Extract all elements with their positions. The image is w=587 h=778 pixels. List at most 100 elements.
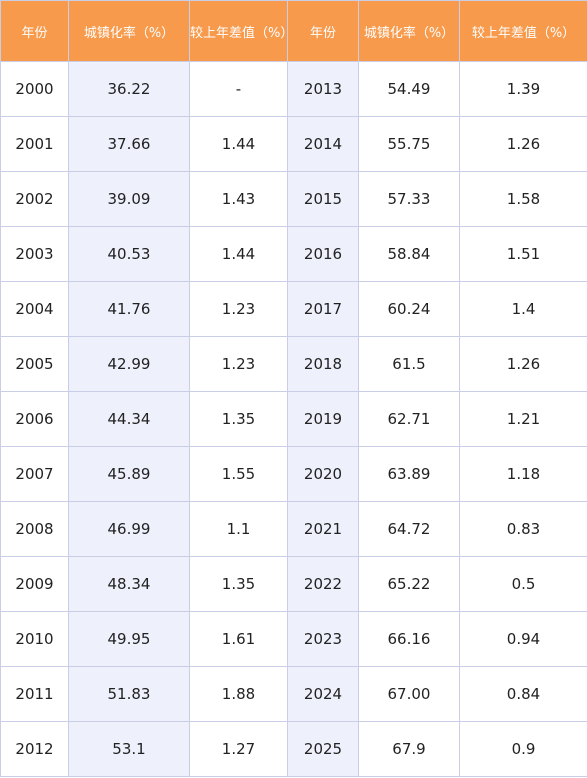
table-cell: 2015 <box>287 171 359 227</box>
table-cell: 2022 <box>287 556 359 612</box>
table-cell: 1.51 <box>459 226 587 282</box>
table-row: 2004 41.76 1.23 2017 60.24 1.4 <box>0 281 587 337</box>
table-row: 2001 37.66 1.44 2014 55.75 1.26 <box>0 116 587 172</box>
table-cell: 40.53 <box>68 226 190 282</box>
table-cell: - <box>189 61 288 117</box>
table-cell: 1.55 <box>189 446 288 502</box>
table-cell: 44.34 <box>68 391 190 447</box>
table-row: 2005 42.99 1.23 2018 61.5 1.26 <box>0 336 587 392</box>
table-cell: 1.88 <box>189 666 288 722</box>
header-cell: 较上年差值（%） <box>189 0 293 62</box>
table-cell: 2007 <box>0 446 69 502</box>
table-cell: 2023 <box>287 611 359 667</box>
table-cell: 1.44 <box>189 116 288 172</box>
table-cell: 42.99 <box>68 336 190 392</box>
table-cell: 1.58 <box>459 171 587 227</box>
table-cell: 2013 <box>287 61 359 117</box>
table-cell: 2025 <box>287 721 359 777</box>
table-cell: 1.23 <box>189 336 288 392</box>
table-cell: 2004 <box>0 281 69 337</box>
table-cell: 1.39 <box>459 61 587 117</box>
header-cell: 较上年差值（%） <box>459 0 587 62</box>
table-cell: 58.84 <box>358 226 460 282</box>
table-cell: 49.95 <box>68 611 190 667</box>
table-cell: 2024 <box>287 666 359 722</box>
table-cell: 2008 <box>0 501 69 557</box>
table-cell: 2000 <box>0 61 69 117</box>
table-cell: 1.18 <box>459 446 587 502</box>
table-cell: 2020 <box>287 446 359 502</box>
table-cell: 67.00 <box>358 666 460 722</box>
header-row: 年份 城镇化率（%） 较上年差值（%） 年份 城镇化率（%） 较上年差值（%） <box>0 0 587 62</box>
table-cell: 45.89 <box>68 446 190 502</box>
table-cell: 1.43 <box>189 171 288 227</box>
table-cell: 2003 <box>0 226 69 282</box>
table-row: 2009 48.34 1.35 2022 65.22 0.5 <box>0 556 587 612</box>
table-cell: 57.33 <box>358 171 460 227</box>
table-cell: 39.09 <box>68 171 190 227</box>
table-cell: 46.99 <box>68 501 190 557</box>
table-row: 2010 49.95 1.61 2023 66.16 0.94 <box>0 611 587 667</box>
table-cell: 2018 <box>287 336 359 392</box>
table-cell: 0.84 <box>459 666 587 722</box>
table-cell: 48.34 <box>68 556 190 612</box>
table-cell: 67.9 <box>358 721 460 777</box>
header-cell: 年份 <box>287 0 359 62</box>
table-cell: 2001 <box>0 116 69 172</box>
header-cell: 城镇化率（%） <box>68 0 190 62</box>
table-cell: 62.71 <box>358 391 460 447</box>
table-row: 2007 45.89 1.55 2020 63.89 1.18 <box>0 446 587 502</box>
header-cell: 城镇化率（%） <box>358 0 460 62</box>
table-cell: 1.23 <box>189 281 288 337</box>
table-cell: 54.49 <box>358 61 460 117</box>
table-cell: 1.35 <box>189 556 288 612</box>
table-cell: 1.35 <box>189 391 288 447</box>
table-row: 2006 44.34 1.35 2019 62.71 1.21 <box>0 391 587 447</box>
table-cell: 53.1 <box>68 721 190 777</box>
table-cell: 36.22 <box>68 61 190 117</box>
table-cell: 1.26 <box>459 336 587 392</box>
table-cell: 0.94 <box>459 611 587 667</box>
table-cell: 2005 <box>0 336 69 392</box>
table-cell: 0.5 <box>459 556 587 612</box>
table-cell: 2019 <box>287 391 359 447</box>
table-cell: 1.61 <box>189 611 288 667</box>
table-cell: 0.83 <box>459 501 587 557</box>
table-body: 2000 36.22-2013 54.49 1.39 2001 37.66 1.44 2014… <box>0 61 587 777</box>
table-cell: 60.24 <box>358 281 460 337</box>
table-cell: 65.22 <box>358 556 460 612</box>
table-cell: 2006 <box>0 391 69 447</box>
table-row: 2000 36.22-2013 54.49 1.39 <box>0 61 587 117</box>
table-cell: 2009 <box>0 556 69 612</box>
table-cell: 66.16 <box>358 611 460 667</box>
table-cell: 2014 <box>287 116 359 172</box>
table-cell: 2012 <box>0 721 69 777</box>
table-cell: 2017 <box>287 281 359 337</box>
table-row: 2012 53.1 1.27 2025 67.9 0.9 <box>0 721 587 777</box>
table-cell: 1.21 <box>459 391 587 447</box>
table-cell: 2010 <box>0 611 69 667</box>
table-cell: 55.75 <box>358 116 460 172</box>
table-cell: 1.4 <box>459 281 587 337</box>
table-cell: 2016 <box>287 226 359 282</box>
table-cell: 61.5 <box>358 336 460 392</box>
header-cell: 年份 <box>0 0 69 62</box>
table-cell: 37.66 <box>68 116 190 172</box>
table-cell: 1.44 <box>189 226 288 282</box>
table-row: 2002 39.09 1.43 2015 57.33 1.58 <box>0 171 587 227</box>
table-row: 2003 40.53 1.44 2016 58.84 1.51 <box>0 226 587 282</box>
table-cell: 2021 <box>287 501 359 557</box>
table-row: 2011 51.83 1.88 2024 67.00 0.84 <box>0 666 587 722</box>
table-cell: 1.26 <box>459 116 587 172</box>
table-cell: 1.27 <box>189 721 288 777</box>
table-cell: 51.83 <box>68 666 190 722</box>
table-cell: 64.72 <box>358 501 460 557</box>
table-cell: 0.9 <box>459 721 587 777</box>
table-cell: 2011 <box>0 666 69 722</box>
table-cell: 41.76 <box>68 281 190 337</box>
table-cell: 63.89 <box>358 446 460 502</box>
table-cell: 2002 <box>0 171 69 227</box>
table-row: 2008 46.99 1.1 2021 64.72 0.83 <box>0 501 587 557</box>
